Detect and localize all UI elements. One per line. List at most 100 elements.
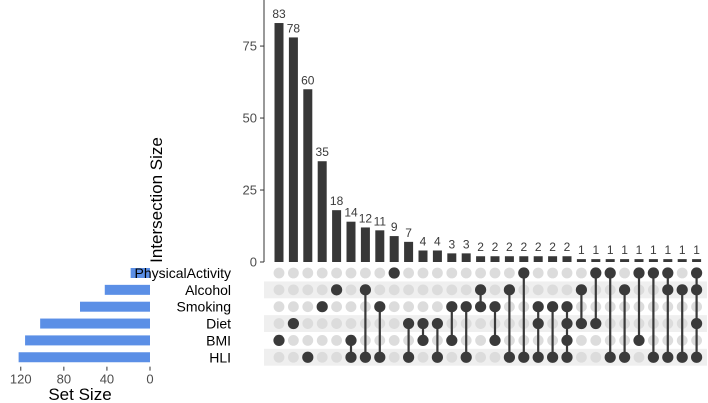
matrix-dot-active	[388, 267, 400, 279]
set-size-tick-label: 40	[100, 372, 114, 387]
intersection-bar	[533, 256, 543, 262]
matrix-dot-active	[302, 351, 314, 363]
matrix-dot-inactive	[316, 335, 328, 346]
set-name-label: BMI	[206, 332, 231, 348]
matrix-dot-inactive	[561, 267, 573, 279]
matrix-dot-inactive	[273, 301, 285, 313]
intersection-bar-label: 1	[607, 243, 614, 257]
matrix-dot-inactive	[532, 284, 544, 296]
intersection-bar-label: 2	[492, 240, 499, 254]
matrix-dot-inactive	[388, 284, 400, 296]
matrix-dot-active	[287, 317, 299, 330]
matrix-dot-inactive	[446, 351, 458, 363]
intersection-bar-label: 3	[463, 237, 470, 251]
intersection-bar	[404, 241, 414, 262]
intersection-bar	[447, 253, 457, 262]
intersection-bar	[490, 256, 500, 262]
matrix-dot-inactive	[273, 267, 285, 279]
intersection-bar-label: 4	[420, 234, 427, 248]
matrix-dot-inactive	[475, 351, 486, 363]
intersection-bar	[389, 236, 399, 262]
matrix-dot-inactive	[532, 267, 544, 279]
matrix-dot-inactive	[576, 351, 587, 363]
matrix-dot-inactive	[446, 284, 458, 296]
matrix-dot-inactive	[288, 351, 299, 363]
intersection-bar	[634, 259, 644, 262]
intersection-bar	[418, 250, 428, 262]
set-name-label: HLI	[209, 349, 231, 365]
matrix-dot-inactive	[475, 267, 486, 279]
set-size-bar	[40, 318, 150, 329]
matrix-dot-inactive	[417, 284, 429, 296]
intersection-bar-label: 2	[506, 240, 513, 254]
intersection-bar-label: 1	[578, 243, 585, 257]
matrix-dot-inactive	[288, 267, 299, 279]
set-size-tick-label: 0	[146, 372, 153, 387]
intersection-bar-label: 7	[405, 226, 412, 240]
set-name-label: Smoking	[177, 299, 231, 315]
matrix-dot-active	[316, 301, 328, 313]
intersection-bar	[432, 250, 442, 262]
intersection-bar	[663, 259, 673, 262]
intersection-bar	[648, 259, 658, 262]
intersection-bar	[576, 259, 586, 262]
intersection-bar	[605, 259, 615, 262]
intersection-bar	[562, 256, 572, 262]
matrix-dot-inactive	[302, 267, 314, 279]
matrix-dot-inactive	[403, 301, 414, 313]
intersection-bars	[274, 23, 702, 263]
intersection-bar	[288, 37, 298, 262]
matrix-dot-inactive	[489, 284, 501, 296]
matrix-dot-inactive	[316, 284, 328, 296]
matrix-dot-inactive	[316, 267, 328, 279]
matrix-dot-inactive	[403, 267, 414, 279]
matrix-dot-inactive	[345, 301, 357, 313]
matrix-dot-inactive	[273, 318, 285, 329]
matrix-dot-inactive	[288, 301, 299, 313]
intersection-bar-label: 18	[330, 194, 344, 208]
matrix-dot-inactive	[302, 301, 314, 313]
intersection-bar	[476, 256, 486, 262]
intersection-bar-label: 1	[664, 243, 671, 257]
matrix-dot-inactive	[388, 318, 400, 329]
intersection-bar	[360, 227, 370, 262]
matrix-dot-inactive	[676, 267, 688, 279]
matrix-dot-inactive	[489, 267, 501, 279]
intersection-bar	[620, 259, 630, 262]
intersection-bar	[303, 89, 313, 262]
y-tick-label: 50	[243, 111, 257, 126]
intersection-y-axis-title: Intersection Size	[147, 137, 166, 263]
intersection-bar-label: 14	[344, 206, 358, 220]
matrix-dots	[273, 267, 703, 363]
intersection-bar-label: 4	[434, 234, 441, 248]
intersection-bar-label: 3	[448, 237, 455, 251]
matrix-dot-inactive	[504, 267, 515, 279]
matrix-dot-inactive	[432, 301, 443, 313]
set-size-bar	[104, 284, 150, 295]
intersection-bar-label: 2	[564, 240, 571, 254]
matrix-dot-active	[273, 334, 285, 346]
matrix-dot-inactive	[331, 301, 342, 313]
matrix-dot-inactive	[302, 318, 314, 329]
matrix-dot-inactive	[417, 301, 429, 313]
set-size-bar	[80, 301, 150, 312]
intersection-bar-label: 2	[535, 240, 542, 254]
set-name-label: PhysicalActivity	[135, 265, 231, 281]
matrix-dot-inactive	[460, 284, 472, 296]
matrix-dot-inactive	[345, 267, 357, 279]
matrix-dot-inactive	[576, 267, 587, 279]
matrix-dot-inactive	[417, 267, 429, 279]
set-name-label: Alcohol	[185, 282, 231, 298]
matrix-dot-inactive	[403, 284, 414, 296]
matrix-dot-inactive	[331, 318, 342, 329]
matrix-dot-inactive	[417, 351, 429, 363]
intersection-bar-label: 1	[621, 243, 628, 257]
intersection-bar	[548, 256, 558, 262]
matrix-dot-inactive	[576, 335, 587, 346]
matrix-dot-inactive	[388, 351, 400, 363]
y-tick-label: 25	[243, 183, 257, 198]
intersection-bar	[375, 230, 385, 262]
matrix-dot-inactive	[547, 267, 558, 279]
